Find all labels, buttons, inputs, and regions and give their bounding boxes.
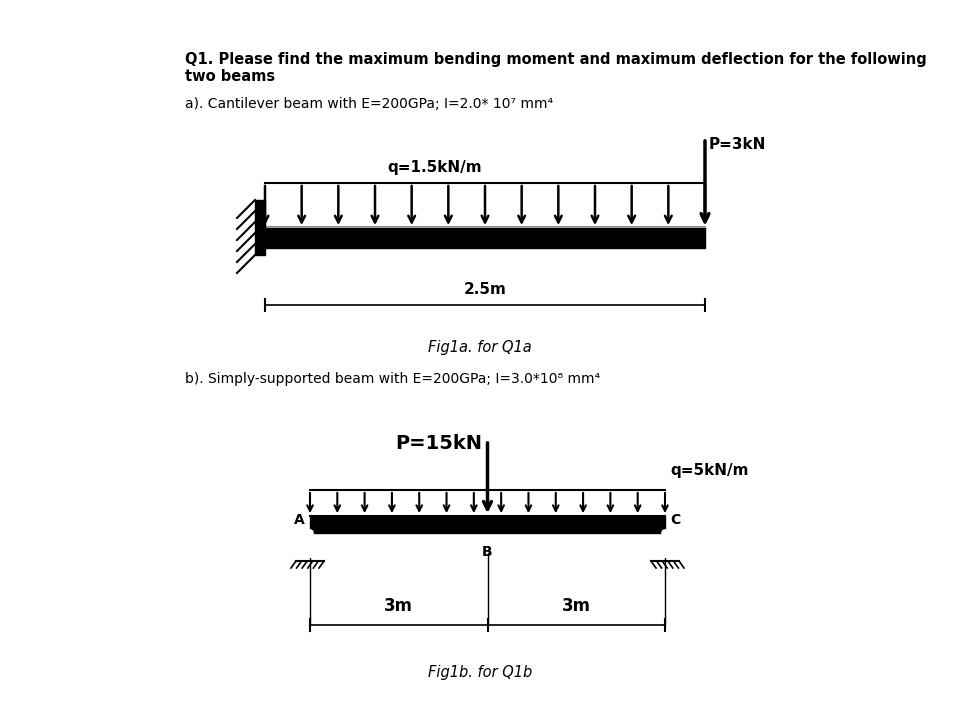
Text: b). Simply-supported beam with E=200GPa; I=3.0*10⁸ mm⁴: b). Simply-supported beam with E=200GPa;… xyxy=(185,372,600,386)
Bar xyxy=(310,516,665,533)
Text: B: B xyxy=(482,545,492,559)
Text: Fig1b. for Q1b: Fig1b. for Q1b xyxy=(428,665,532,680)
Circle shape xyxy=(307,530,313,536)
Polygon shape xyxy=(651,536,679,557)
Text: 3m: 3m xyxy=(562,597,590,615)
Text: Fig1a. for Q1a: Fig1a. for Q1a xyxy=(428,340,532,355)
Text: Q1. Please find the maximum bending moment and maximum deflection for the follow: Q1. Please find the maximum bending mome… xyxy=(185,52,926,84)
Text: P=3kN: P=3kN xyxy=(709,137,766,152)
Text: C: C xyxy=(670,513,681,527)
Text: 3m: 3m xyxy=(384,597,413,615)
Text: q=1.5kN/m: q=1.5kN/m xyxy=(388,160,482,175)
Text: a). Cantilever beam with E=200GPa; I=2.0* 10⁷ mm⁴: a). Cantilever beam with E=200GPa; I=2.0… xyxy=(185,97,553,111)
Text: q=5kN/m: q=5kN/m xyxy=(670,462,749,477)
Text: P=15kN: P=15kN xyxy=(396,434,483,453)
Text: A: A xyxy=(295,513,305,527)
Bar xyxy=(265,228,705,248)
Text: 2.5m: 2.5m xyxy=(464,282,507,297)
Polygon shape xyxy=(296,536,324,557)
Bar xyxy=(255,200,265,255)
Circle shape xyxy=(662,530,668,536)
